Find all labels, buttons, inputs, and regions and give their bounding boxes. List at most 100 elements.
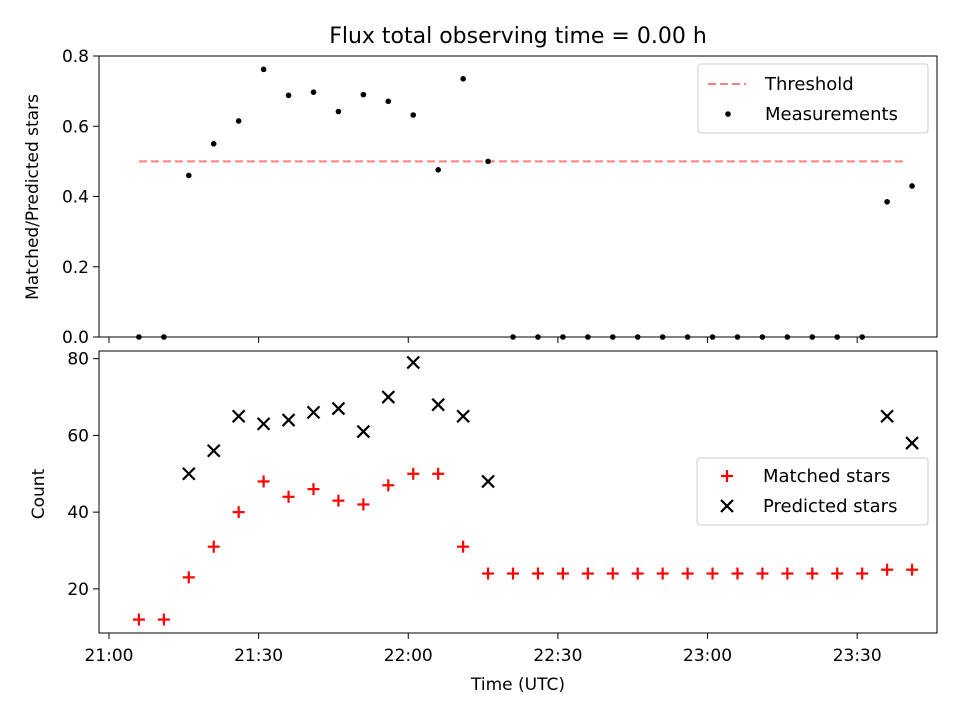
x-tick-label: 21:30 bbox=[234, 646, 283, 666]
figure-title: Flux total observing time = 0.00 h bbox=[329, 24, 707, 49]
matched-star-point bbox=[831, 567, 844, 580]
matched-star-point bbox=[806, 567, 819, 580]
top-legend-box bbox=[697, 63, 929, 134]
measurement-point bbox=[460, 76, 466, 82]
measurement-point bbox=[285, 92, 292, 99]
x-tick-label: 21:00 bbox=[84, 646, 133, 666]
matched-star-point bbox=[881, 563, 894, 576]
predicted-star-point bbox=[431, 397, 445, 412]
predicted-star-point bbox=[256, 417, 271, 431]
matched-star-point bbox=[482, 567, 495, 580]
matched-star-point bbox=[407, 467, 420, 480]
y-tick-label: 40 bbox=[67, 503, 89, 523]
y-tick-label: 0.2 bbox=[62, 258, 89, 278]
bottom-legend-predicted-label: Predicted stars bbox=[763, 496, 897, 517]
matched-star-point bbox=[856, 567, 869, 580]
bottom-legend-matched-swatch bbox=[721, 470, 733, 482]
top-panel: 0.00.20.40.60.8 Matched/Predicted stars … bbox=[23, 47, 938, 348]
measurement-point bbox=[485, 158, 491, 165]
y-tick-label: 0.8 bbox=[62, 47, 89, 67]
measurement-point bbox=[335, 108, 342, 115]
top-legend-measurements-label: Measurements bbox=[765, 104, 898, 125]
bottom-panel-ticks: 20 40 60 80 21:00 21:30 22:00 22:30 23:00 23:30 bbox=[67, 350, 881, 666]
predicted-star-point bbox=[406, 355, 421, 370]
x-tick-label: 22:30 bbox=[533, 646, 582, 666]
matched-star-point bbox=[756, 567, 769, 580]
matched-star-point bbox=[656, 567, 669, 580]
matched-star-point bbox=[207, 540, 220, 553]
matched-star-point bbox=[282, 490, 295, 503]
bottom-legend-predicted-swatch bbox=[720, 499, 734, 513]
matched-star-point bbox=[781, 567, 794, 580]
predicted-star-point bbox=[905, 436, 919, 450]
measurement-point bbox=[360, 91, 367, 98]
top-panel-frame bbox=[98, 55, 938, 338]
matched-star-point bbox=[307, 483, 320, 496]
bottom-panel-marks bbox=[132, 355, 919, 626]
matched-star-point bbox=[382, 479, 395, 492]
x-tick-label: 23:00 bbox=[683, 646, 732, 666]
top-legend: Threshold Measurements bbox=[697, 63, 929, 134]
measurement-point bbox=[435, 167, 441, 173]
predicted-star-point bbox=[456, 409, 470, 424]
measurement-point bbox=[884, 198, 890, 205]
x-axis-label: Time (UTC) bbox=[470, 675, 565, 695]
matched-star-point bbox=[606, 567, 619, 580]
matched-star-point bbox=[182, 571, 195, 584]
measurement-point bbox=[909, 183, 915, 189]
matched-star-point bbox=[457, 540, 470, 553]
matched-star-point bbox=[232, 506, 245, 519]
predicted-star-point bbox=[281, 413, 296, 427]
measurement-point bbox=[310, 89, 317, 95]
matched-star-point bbox=[332, 494, 345, 507]
top-panel-ylabel: Matched/Predicted stars bbox=[23, 94, 43, 300]
y-tick-label: 20 bbox=[67, 580, 89, 600]
bottom-legend-matched-label: Matched stars bbox=[763, 466, 890, 487]
bottom-panel-ylabel: Count bbox=[29, 468, 49, 519]
matched-star-point bbox=[681, 567, 694, 580]
predicted-star-point bbox=[880, 409, 894, 424]
bottom-legend: Matched stars Predicted stars bbox=[696, 457, 929, 526]
y-tick-label: 0.6 bbox=[62, 117, 89, 137]
x-tick-label: 23:30 bbox=[833, 646, 882, 666]
matched-star-point bbox=[581, 567, 594, 580]
matched-star-point bbox=[257, 475, 270, 488]
top-legend-threshold-label: Threshold bbox=[764, 74, 854, 95]
y-tick-label: 0.4 bbox=[62, 188, 89, 208]
y-tick-label: 0.0 bbox=[62, 328, 89, 348]
bottom-panel: 20 40 60 80 21:00 21:30 22:00 22:30 23:00 23:30 C… bbox=[29, 350, 938, 695]
predicted-star-point bbox=[306, 405, 321, 420]
measurement-point bbox=[235, 118, 242, 124]
top-panel-ticks: 0.0 0.2 0.4 0.6 0.8 bbox=[62, 47, 858, 348]
predicted-star-point bbox=[481, 474, 495, 489]
measurement-point bbox=[210, 141, 217, 147]
matched-star-point bbox=[556, 567, 569, 580]
matched-star-point bbox=[531, 567, 544, 580]
matched-star-point bbox=[432, 467, 445, 480]
predicted-star-point bbox=[381, 390, 396, 404]
matched-star-point bbox=[132, 613, 145, 626]
bottom-panel-frame bbox=[98, 350, 938, 634]
matched-star-point bbox=[157, 613, 170, 626]
predicted-star-point bbox=[206, 443, 221, 458]
matched-star-point bbox=[357, 498, 370, 511]
predicted-star-point bbox=[331, 401, 346, 416]
bottom-legend-box bbox=[696, 457, 929, 526]
measurement-point bbox=[385, 98, 392, 105]
matched-star-point bbox=[706, 567, 719, 580]
y-tick-label: 80 bbox=[67, 350, 89, 370]
x-tick-label: 22:00 bbox=[384, 646, 433, 666]
measurement-point bbox=[260, 66, 267, 73]
y-tick-label: 60 bbox=[67, 426, 89, 446]
predicted-star-point bbox=[231, 409, 246, 424]
top-legend-measurements-swatch bbox=[725, 111, 731, 117]
predicted-star-point bbox=[182, 466, 196, 481]
measurement-point bbox=[410, 112, 417, 118]
matched-star-point bbox=[731, 567, 744, 580]
matched-star-point bbox=[906, 563, 919, 576]
matched-star-point bbox=[507, 567, 520, 580]
measurement-point bbox=[185, 172, 192, 179]
predicted-star-point bbox=[356, 424, 371, 439]
matched-star-point bbox=[631, 567, 644, 580]
